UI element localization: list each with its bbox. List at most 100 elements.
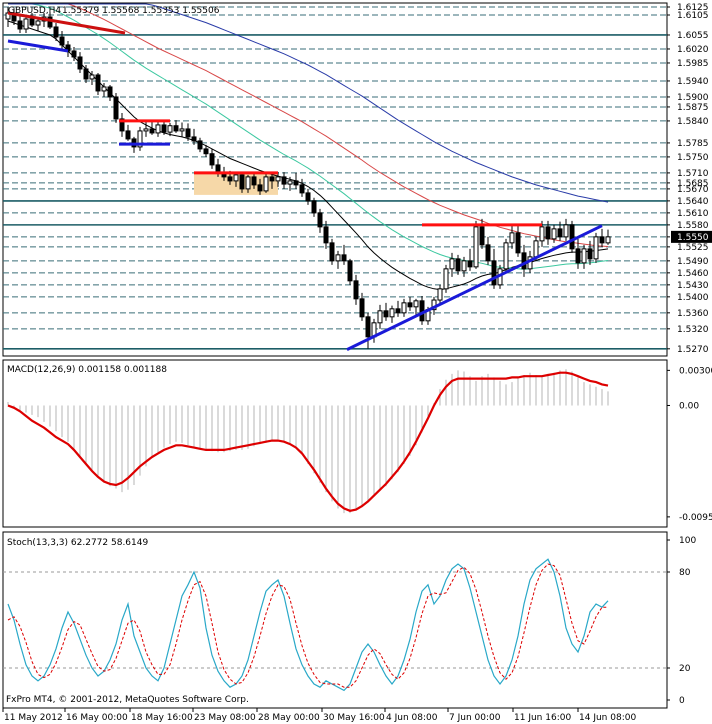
candle-body bbox=[581, 248, 587, 264]
candle-body bbox=[173, 125, 179, 132]
price-tick-label: 1.5460 bbox=[677, 269, 709, 279]
candle-body bbox=[401, 302, 407, 314]
time-tick-label: 11 Jun 16:00 bbox=[514, 713, 571, 723]
stoch-grid bbox=[3, 571, 667, 669]
stoch-main-line bbox=[7, 558, 609, 692]
moving-average-line bbox=[8, 3, 609, 203]
candle-body bbox=[563, 224, 569, 238]
price-tick-label: 1.5490 bbox=[677, 257, 709, 267]
candle-body bbox=[59, 36, 65, 46]
candle-body bbox=[479, 226, 485, 246]
candle-body bbox=[551, 228, 557, 240]
candle-body bbox=[449, 258, 455, 270]
trend-line bbox=[7, 11, 126, 35]
copyright-footer: FxPro MT4, © 2001-2012, MetaQuotes Softw… bbox=[6, 695, 249, 705]
current-price-box bbox=[671, 230, 712, 243]
time-tick-label: 16 May 00:00 bbox=[66, 713, 128, 723]
candle-body bbox=[185, 128, 191, 138]
candle-body bbox=[587, 248, 593, 260]
time-tick-label: 28 May 00:00 bbox=[258, 713, 320, 723]
candle-body bbox=[347, 260, 353, 282]
candle-body bbox=[395, 308, 401, 314]
macd-tick-label: 0.00 bbox=[679, 401, 699, 411]
price-tick-label: 1.5985 bbox=[677, 59, 709, 69]
candle-body bbox=[323, 226, 329, 244]
candle-body bbox=[53, 26, 59, 38]
price-tick-label: 1.5320 bbox=[677, 325, 709, 335]
candle-body bbox=[515, 232, 521, 254]
candle-body bbox=[83, 68, 89, 80]
macd-signal-line bbox=[7, 371, 609, 512]
candle-body bbox=[305, 192, 311, 202]
stoch-scale: 100 80 20 0 bbox=[667, 536, 696, 706]
candle-body bbox=[389, 308, 395, 318]
price-tick-label: 1.5750 bbox=[677, 153, 709, 163]
candle-body bbox=[509, 232, 515, 244]
candle-body bbox=[29, 18, 35, 26]
price-tick-label: 1.6020 bbox=[677, 45, 709, 55]
stoch-tick-label: 100 bbox=[679, 536, 696, 546]
stoch-pane[interactable]: 100 80 20 0 Stoch(13,3,3) 62.2772 58.6149 F… bbox=[2, 531, 696, 709]
time-tick-label: 18 May 16:00 bbox=[131, 713, 193, 723]
symbol-title: GBPUSD,H4 bbox=[8, 6, 61, 16]
candle-body bbox=[143, 128, 149, 132]
candle-body bbox=[299, 184, 305, 194]
time-tick-label: 4 Jun 08:00 bbox=[386, 713, 438, 723]
candle-body bbox=[17, 20, 23, 30]
price-tick-label: 1.5875 bbox=[677, 103, 709, 113]
candle-body bbox=[335, 254, 341, 262]
candle-body bbox=[473, 226, 479, 268]
price-tick-label: 1.6105 bbox=[677, 11, 709, 21]
time-tick-label: 11 May 2012 bbox=[4, 713, 63, 723]
price-tick-label: 1.5525 bbox=[677, 243, 709, 253]
candle-body bbox=[239, 174, 245, 190]
trend-line bbox=[346, 224, 603, 351]
price-tick-label: 1.5400 bbox=[677, 293, 709, 303]
candle-body bbox=[95, 74, 101, 92]
stoch-title: Stoch(13,3,3) 62.2772 58.6149 bbox=[7, 538, 148, 548]
moving-average-line bbox=[8, 3, 609, 247]
candle-body bbox=[359, 298, 365, 318]
price-tick-label: 1.6055 bbox=[677, 31, 709, 41]
candle-body bbox=[317, 212, 323, 228]
candle-body bbox=[179, 128, 185, 132]
candle-body bbox=[383, 310, 389, 318]
candle-body bbox=[149, 128, 155, 134]
time-tick-label: 14 Jun 08:00 bbox=[579, 713, 636, 723]
price-tick-label: 1.5940 bbox=[677, 77, 709, 87]
candle-body bbox=[467, 260, 473, 268]
candle-body bbox=[77, 56, 83, 70]
stoch-signal-line bbox=[7, 563, 608, 688]
stoch-tick-label: 80 bbox=[679, 568, 691, 578]
stoch-tick-label: 0 bbox=[679, 696, 685, 706]
candle-body bbox=[503, 242, 509, 270]
candles bbox=[5, 6, 611, 349]
candle-body bbox=[443, 268, 449, 290]
candle-body bbox=[413, 300, 419, 308]
price-tick-label: 1.5670 bbox=[677, 185, 709, 195]
candle-body bbox=[245, 176, 251, 190]
candle-body bbox=[281, 176, 287, 185]
stoch-pane-frame bbox=[2, 531, 668, 709]
candle-body bbox=[341, 254, 347, 262]
trend-line bbox=[7, 39, 69, 53]
candle-body bbox=[197, 140, 203, 150]
candle-body bbox=[461, 260, 467, 272]
macd-histogram bbox=[7, 369, 609, 514]
candle-body bbox=[137, 130, 143, 148]
candle-body bbox=[575, 248, 581, 264]
candle-body bbox=[89, 74, 95, 80]
candle-body bbox=[569, 224, 575, 250]
candle-body bbox=[101, 86, 107, 92]
candle-body bbox=[407, 302, 413, 308]
candle-body bbox=[557, 228, 563, 238]
candle-body bbox=[311, 200, 317, 214]
candle-body bbox=[329, 242, 335, 262]
time-tick-label: 30 May 16:00 bbox=[323, 713, 385, 723]
candle-body bbox=[263, 176, 269, 192]
candle-body bbox=[203, 148, 209, 155]
